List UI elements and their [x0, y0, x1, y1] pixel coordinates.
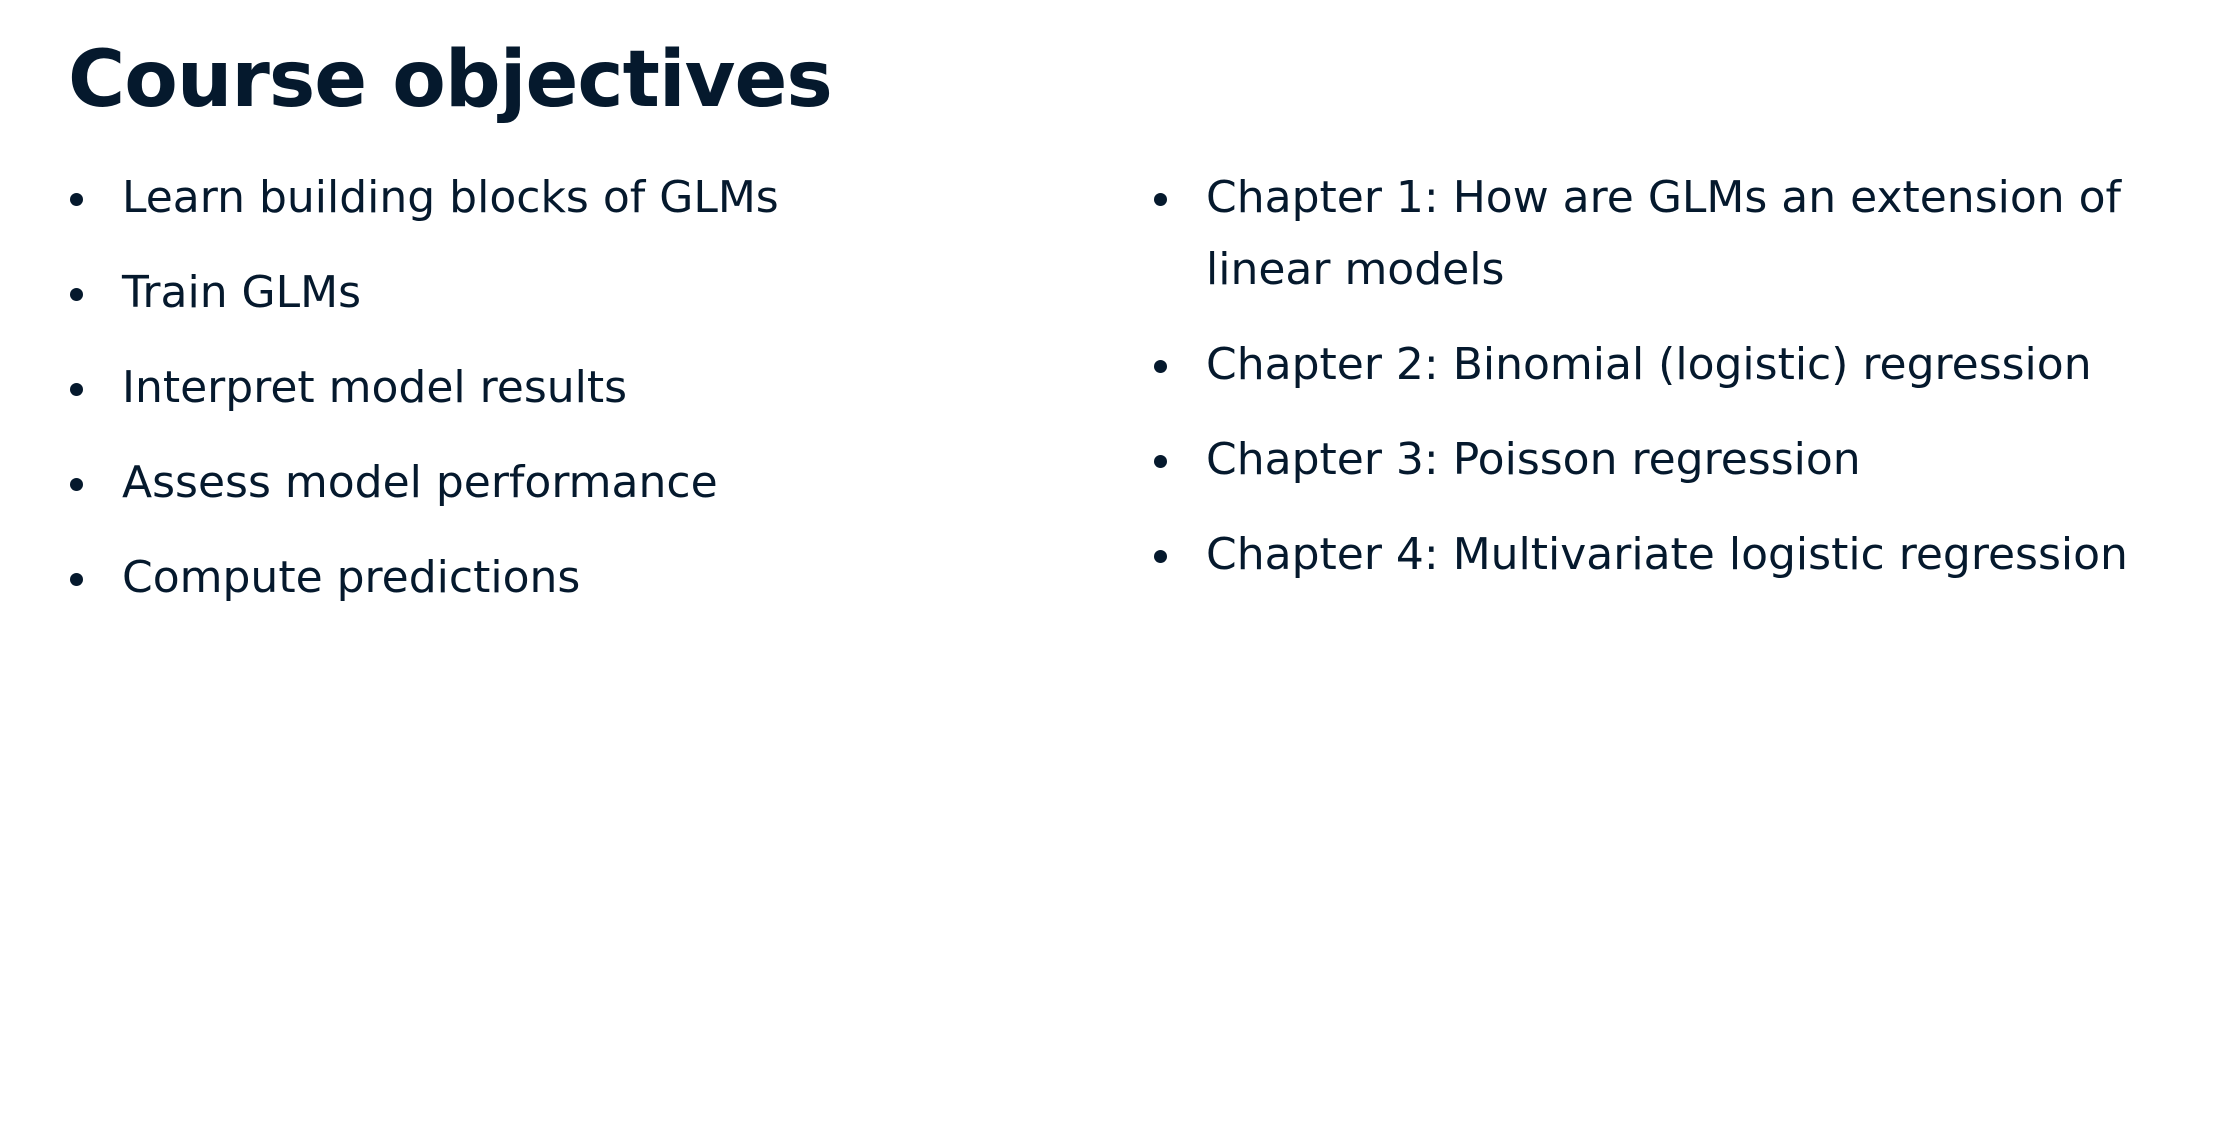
- list-item: Chapter 4: Multivariate logistic regress…: [1152, 519, 2182, 591]
- bullet-icon: [1154, 360, 1167, 373]
- list-item-text: Learn building blocks of GLMs: [122, 172, 779, 223]
- bullet-icon: [1154, 550, 1167, 563]
- list-item: Compute predictions: [68, 542, 1068, 614]
- list-item: Chapter 3: Poisson regression: [1152, 424, 2182, 496]
- list-item-text: Train GLMs: [122, 267, 362, 318]
- bullet-icon: [70, 478, 83, 491]
- list-item-text: Chapter 4: Multivariate logistic regress…: [1206, 529, 2128, 580]
- list-item-text: Interpret model results: [122, 362, 628, 413]
- bullet-icon: [70, 383, 83, 396]
- list-item: Interpret model results: [68, 352, 1068, 424]
- bullet-icon: [70, 288, 83, 301]
- list-item-text: Assess model performance: [122, 457, 718, 508]
- list-item: Chapter 1: How are GLMs an extension of …: [1152, 162, 2182, 306]
- list-item-text: Chapter 3: Poisson regression: [1206, 434, 1861, 485]
- list-item: Train GLMs: [68, 257, 1068, 329]
- list-item: Chapter 2: Binomial (logistic) regressio…: [1152, 329, 2182, 401]
- list-item-text: Chapter 2: Binomial (logistic) regressio…: [1206, 339, 2092, 390]
- objectives-list: Learn building blocks of GLMs Train GLMs…: [68, 162, 1068, 637]
- bullet-icon: [1154, 455, 1167, 468]
- list-item: Assess model performance: [68, 447, 1068, 519]
- bullet-icon: [1154, 193, 1167, 206]
- chapters-list: Chapter 1: How are GLMs an extension of …: [1152, 162, 2182, 614]
- list-item-text: Compute predictions: [122, 552, 581, 603]
- list-item-text: Chapter 1: How are GLMs an extension of …: [1206, 172, 2122, 295]
- slide-title: Course objectives: [68, 35, 833, 125]
- bullet-icon: [70, 573, 83, 586]
- bullet-icon: [70, 193, 83, 206]
- list-item: Learn building blocks of GLMs: [68, 162, 1068, 234]
